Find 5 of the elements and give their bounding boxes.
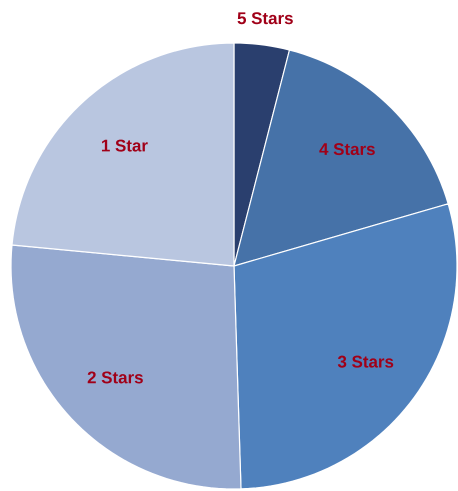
slice-label: 3 Stars — [338, 356, 394, 368]
slice-label: 4 Stars — [319, 143, 375, 156]
slice-label: 5 Stars — [238, 12, 293, 24]
slice-label: 1 Star — [102, 140, 148, 152]
slice-label: 2 Stars — [88, 371, 143, 384]
